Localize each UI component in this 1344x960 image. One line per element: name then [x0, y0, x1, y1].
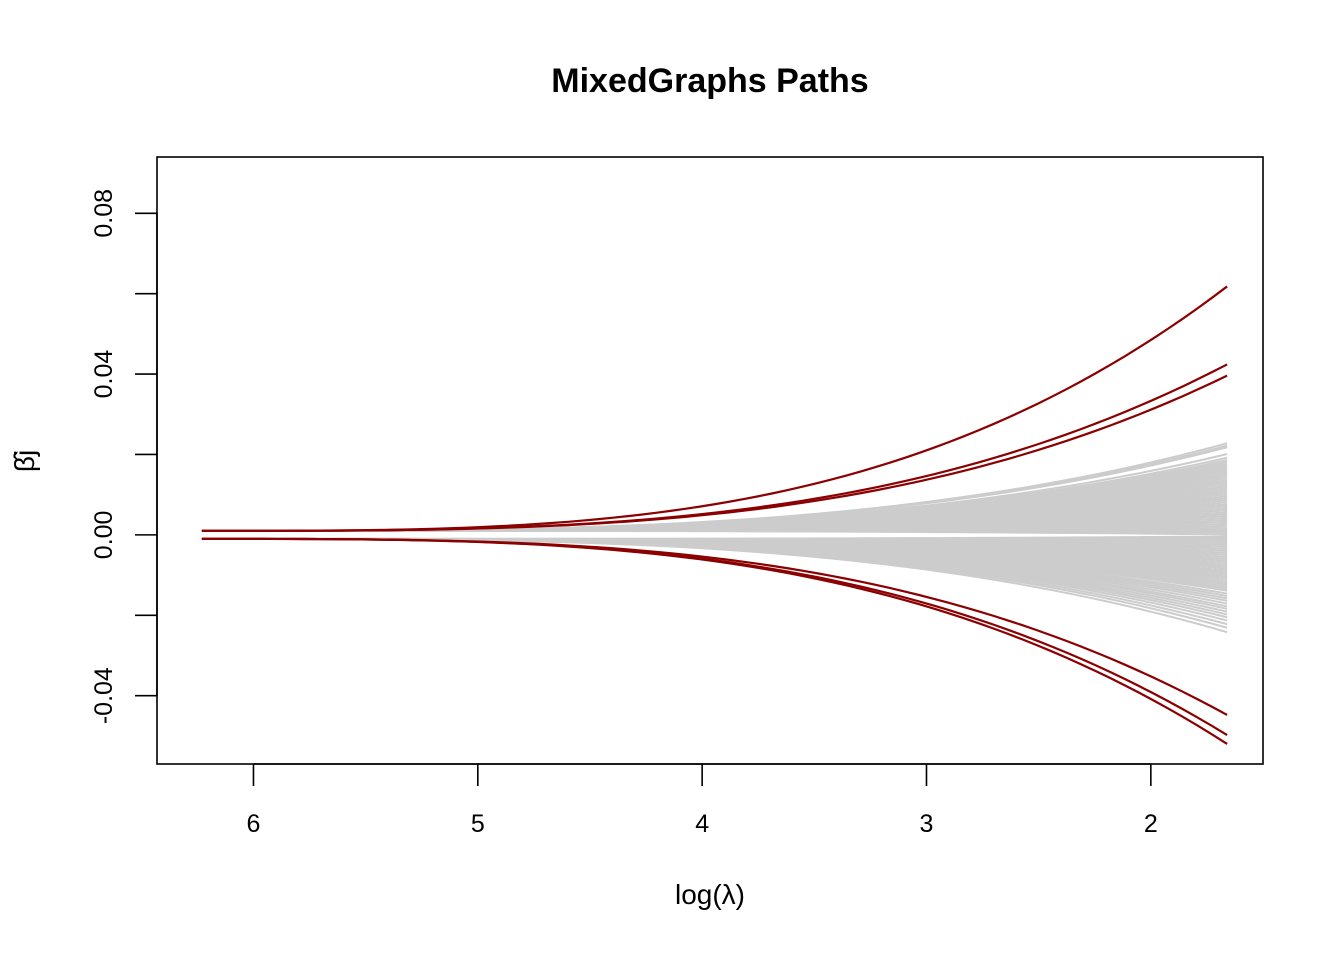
- x-axis: 6 5 4 3 2: [247, 763, 1158, 838]
- x-tick-label: 5: [471, 810, 485, 838]
- y-tick-label: -0.04: [90, 667, 118, 724]
- y-tick-label: 0.04: [90, 350, 118, 399]
- highlight-series-group: [201, 285, 1228, 745]
- y-axis: -0.04 0.00 0.04 0.08: [90, 189, 158, 724]
- y-tick-label: 0.00: [90, 511, 118, 560]
- x-tick-label: 6: [247, 810, 261, 838]
- chart-title: MixedGraphs Paths: [551, 62, 868, 100]
- background-series-group: [201, 442, 1228, 634]
- highlight-series-line: [201, 374, 1228, 532]
- x-tick-label: 4: [695, 810, 709, 838]
- y-tick-label: 0.08: [90, 189, 118, 238]
- x-tick-label: 3: [920, 810, 934, 838]
- highlight-series-line: [201, 537, 1228, 745]
- y-axis-label: β̂j: [9, 450, 40, 472]
- x-tick-label: 2: [1144, 810, 1158, 838]
- x-axis-label: log(λ): [675, 879, 745, 910]
